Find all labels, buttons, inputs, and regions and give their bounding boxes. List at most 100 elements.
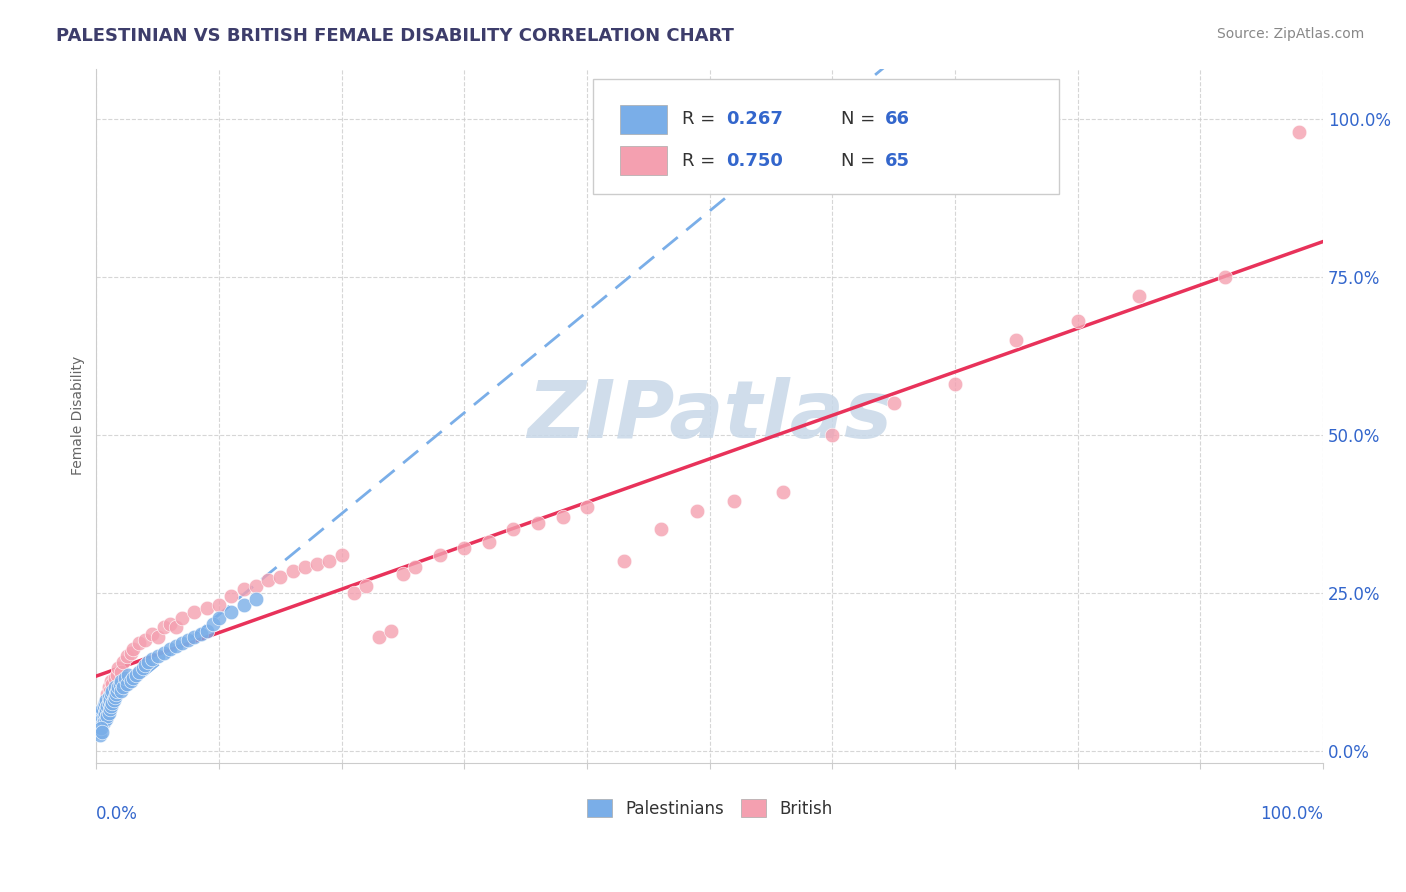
Point (117, 667, 139, 681)
Point (772, 484, 794, 499)
Point (146, 648, 169, 663)
Point (90, 718, 112, 732)
Text: R =: R = (682, 152, 720, 169)
Point (1288, 125, 1310, 139)
Point (87, 718, 110, 732)
Point (367, 630, 389, 644)
Point (91, 712, 114, 726)
Bar (620, 104, 666, 134)
Text: Source: ZipAtlas.com: Source: ZipAtlas.com (1216, 27, 1364, 41)
Point (93, 706, 115, 720)
Point (404, 560, 426, 574)
Point (89, 722, 111, 736)
Point (453, 541, 475, 556)
Point (613, 554, 636, 568)
Point (208, 611, 231, 625)
Point (141, 626, 163, 640)
Point (478, 535, 501, 549)
Point (97, 696, 120, 710)
FancyBboxPatch shape (593, 78, 1059, 194)
Point (107, 681, 129, 695)
Point (195, 601, 218, 615)
Point (104, 690, 127, 704)
Point (91, 712, 114, 726)
Point (124, 667, 146, 681)
Point (97, 706, 120, 720)
Point (89, 728, 111, 742)
Point (91, 724, 114, 739)
Point (103, 693, 125, 707)
Point (153, 646, 176, 660)
Point (307, 558, 329, 572)
Point (101, 677, 124, 691)
Point (821, 427, 844, 442)
Text: N =: N = (841, 111, 882, 128)
Point (650, 523, 672, 537)
Text: R =: R = (682, 111, 720, 128)
Point (132, 661, 155, 675)
Point (115, 677, 138, 691)
Point (141, 652, 163, 666)
Point (93, 699, 115, 714)
Point (883, 396, 905, 410)
Point (183, 605, 205, 619)
Point (105, 667, 128, 681)
Point (104, 671, 127, 685)
Point (90, 722, 112, 736)
Point (89, 708, 111, 723)
Point (527, 516, 550, 531)
Point (190, 626, 212, 640)
Point (354, 579, 377, 593)
Text: PALESTINIAN VS BRITISH FEMALE DISABILITY CORRELATION CHART: PALESTINIAN VS BRITISH FEMALE DISABILITY… (56, 27, 734, 45)
Text: 0.750: 0.750 (725, 152, 783, 169)
Point (90, 715, 112, 730)
Point (100, 673, 122, 688)
Bar (620, 146, 666, 176)
Point (281, 564, 304, 578)
Point (110, 683, 132, 698)
Point (96, 693, 118, 707)
Point (98, 693, 121, 707)
Point (146, 630, 169, 644)
Point (94, 696, 117, 710)
Point (110, 665, 132, 679)
Legend: Palestinians, British: Palestinians, British (581, 793, 839, 824)
Point (120, 673, 142, 688)
Point (91, 702, 114, 716)
Point (91, 718, 114, 732)
Point (208, 599, 231, 613)
Point (97, 681, 120, 695)
Point (269, 570, 291, 584)
Point (134, 632, 156, 647)
Point (104, 687, 127, 701)
Point (165, 620, 187, 634)
Text: 0.0%: 0.0% (97, 805, 138, 822)
Text: 66: 66 (886, 111, 910, 128)
Text: 65: 65 (886, 152, 910, 169)
Point (294, 560, 316, 574)
Point (177, 632, 200, 647)
Point (93, 715, 115, 730)
Text: N =: N = (841, 152, 882, 169)
Point (98, 702, 121, 716)
Point (87, 724, 110, 739)
Point (153, 620, 176, 634)
Point (943, 377, 966, 392)
Point (172, 636, 194, 650)
Point (96, 708, 118, 723)
Point (1128, 289, 1150, 303)
Point (134, 658, 156, 673)
Point (502, 523, 524, 537)
Point (115, 648, 138, 663)
Point (380, 624, 402, 638)
Point (94, 706, 117, 720)
Point (105, 683, 128, 698)
Point (551, 509, 574, 524)
Point (723, 494, 745, 508)
Point (101, 683, 124, 698)
Point (96, 687, 118, 701)
Point (183, 630, 205, 644)
Point (96, 712, 118, 726)
Point (221, 589, 243, 603)
Point (195, 624, 218, 638)
